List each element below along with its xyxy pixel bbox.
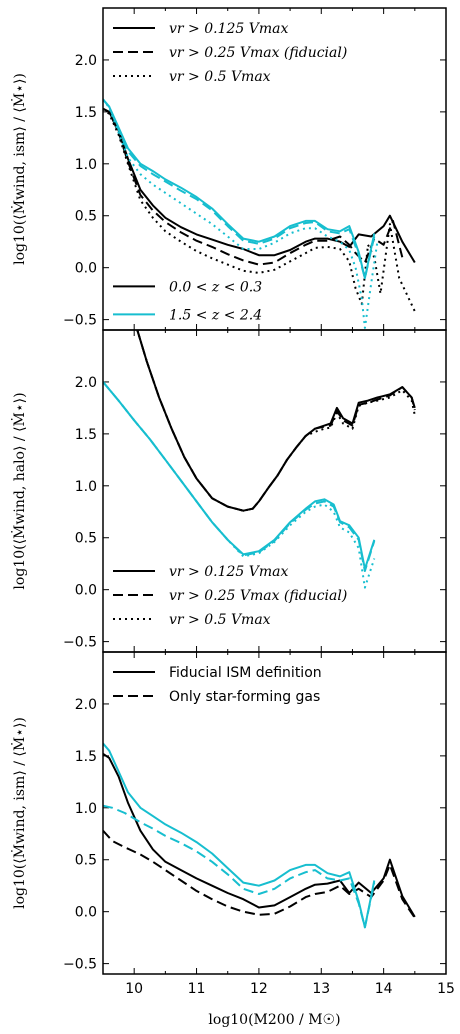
x-tick-label: 11 [188, 981, 206, 997]
y-axis-label: log10(⟨Ṁwind, ism⟩ / ⟨Ṁ⋆⟩) [10, 717, 28, 909]
series-line-cyan-dotted [103, 381, 376, 589]
y-axis-label: log10(⟨Ṁwind, ism⟩ / ⟨Ṁ⋆⟩) [10, 73, 28, 265]
y-tick-label: 1.0 [75, 157, 97, 173]
series-line-cyan-dashed [103, 98, 376, 280]
legend-label: 1.5 < z < 2.4 [169, 307, 262, 323]
y-tick-label: 2.0 [75, 697, 97, 713]
series-line-cyan-solid [103, 742, 376, 929]
y-tick-label: −0.5 [63, 313, 97, 329]
x-tick-label: 15 [437, 981, 455, 997]
x-tick-label: 12 [250, 981, 268, 997]
legend-label: vr > 0.5 Vmax [169, 612, 271, 628]
series-line-black-dashed [136, 330, 416, 512]
y-tick-label: 2.0 [75, 53, 97, 69]
legend-label: vr > 0.125 Vmax [169, 21, 288, 37]
y-tick-label: 0.5 [75, 853, 97, 869]
panel-3: −0.5 0.0 0.5 1.0 1.5 2.0 10 11 12 13 14 15 log10(⟨Ṁw… [10, 651, 455, 1028]
legend-label: vr > 0.5 Vmax [169, 69, 271, 85]
legend-label: vr > 0.25 Vmax (fiducial) [169, 588, 347, 604]
series-line-cyan-solid [103, 381, 376, 570]
y-tick-label: 0.0 [75, 905, 97, 921]
series-line-cyan-dotted [103, 98, 379, 329]
panel-2: −0.5 0.0 0.5 1.0 1.5 2.0 log10(⟨Ṁwind, halo⟩ /… [10, 329, 447, 653]
series-line-cyan-dashed [103, 381, 376, 572]
y-tick-label: 1.0 [75, 479, 97, 495]
y-tick-label: −0.5 [63, 635, 97, 651]
series-line-black-dotted [136, 330, 416, 512]
y-tick-label: 0.5 [75, 209, 97, 225]
series-line-black-solid [136, 330, 416, 512]
axes-frame [102, 651, 447, 975]
y-tick-label: 1.5 [75, 105, 97, 121]
x-axis-label: log10(M200 / M☉) [208, 1012, 340, 1028]
y-tick-label: 1.5 [75, 749, 97, 765]
x-tick-label: 13 [312, 981, 330, 997]
y-axis-label: log10(⟨Ṁwind, halo⟩ / ⟨Ṁ⋆⟩) [10, 392, 28, 589]
x-tick-label: 14 [375, 981, 393, 997]
legend-label: Only star-forming gas [169, 689, 320, 705]
series-line-black-dashed [103, 107, 404, 266]
x-tick-label: 10 [125, 981, 143, 997]
y-tick-label: 1.5 [75, 427, 97, 443]
legend-label: 0.0 < z < 0.3 [169, 279, 262, 295]
series-group [103, 330, 416, 589]
series-group [103, 98, 416, 329]
y-tick-label: 0.5 [75, 531, 97, 547]
series-line-black-solid [103, 107, 416, 264]
series-group [103, 742, 416, 929]
legend-label: vr > 0.25 Vmax (fiducial) [169, 45, 347, 61]
legend-label: vr > 0.125 Vmax [169, 564, 288, 580]
y-tick-label: −0.5 [63, 957, 97, 973]
y-tick-label: 2.0 [75, 375, 97, 391]
panel-1: −0.5 0.0 0.5 1.0 1.5 2.0 log10(⟨Ṁwind, ism⟩ / … [10, 7, 447, 331]
y-tick-label: 0.0 [75, 261, 97, 277]
series-line-cyan-dashed [103, 804, 376, 929]
y-tick-label: 1.0 [75, 801, 97, 817]
legend-label: Fiducial ISM definition [169, 665, 322, 681]
series-line-black-solid [103, 752, 416, 918]
series-line-cyan-solid [103, 98, 376, 280]
y-tick-label: 0.0 [75, 583, 97, 599]
